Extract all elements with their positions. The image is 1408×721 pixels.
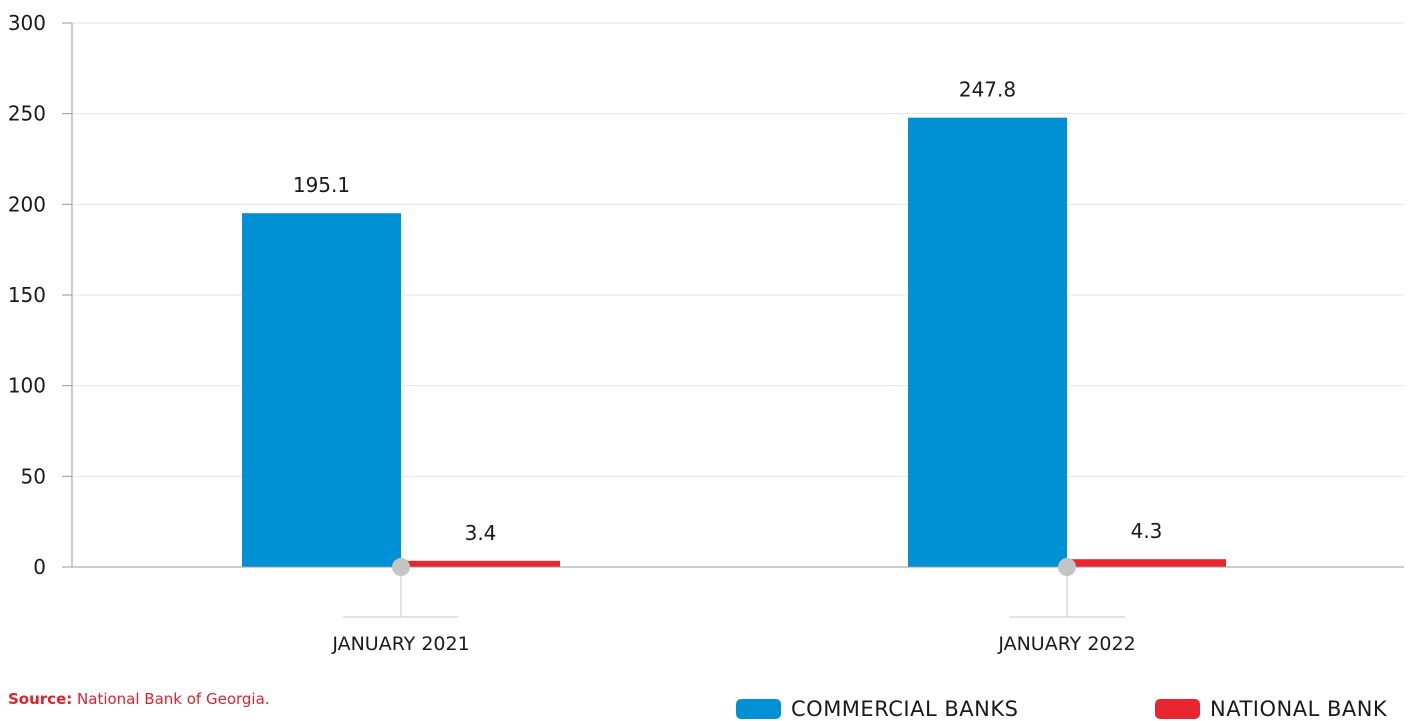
data-label: 3.4 [465,521,497,545]
source-note: Source: National Bank of Georgia. [8,690,270,708]
data-label: 195.1 [293,173,350,197]
category-dot [1058,558,1076,576]
source-label: Source: [8,690,73,708]
legend-item-national-bank: NATIONAL BANK [1155,696,1388,721]
y-tick-label: 250 [8,102,46,126]
x-category-label: JANUARY 2021 [331,633,469,655]
legend-swatch-national-bank [1155,698,1200,719]
x-category-label: JANUARY 2022 [997,633,1135,655]
legend-swatch-commercial-banks [736,698,781,719]
legend-item-commercial-banks: COMMERCIAL BANKS [736,696,1019,721]
y-tick-label: 50 [21,464,46,488]
y-tick-label: 300 [8,11,46,35]
y-tick-label: 200 [8,192,46,216]
category-dot [392,558,410,576]
data-label: 247.8 [959,78,1016,102]
legend-label-commercial-banks: COMMERCIAL BANKS [791,696,1019,721]
legend-label-national-bank: NATIONAL BANK [1210,696,1388,721]
y-tick-label: 0 [33,555,46,579]
source-text: National Bank of Georgia. [77,690,270,708]
bar-commercial-banks [242,213,401,567]
y-tick-label: 100 [8,374,46,398]
bar-national-bank [1067,559,1226,567]
data-label: 4.3 [1131,519,1163,543]
bar-commercial-banks [908,117,1067,567]
y-tick-label: 150 [8,283,46,307]
bar-chart: 0 50 100 150 200 250 300 195.1 3.4 JANUARY 2021 24… [8,11,1404,655]
bar-national-bank [401,560,560,567]
